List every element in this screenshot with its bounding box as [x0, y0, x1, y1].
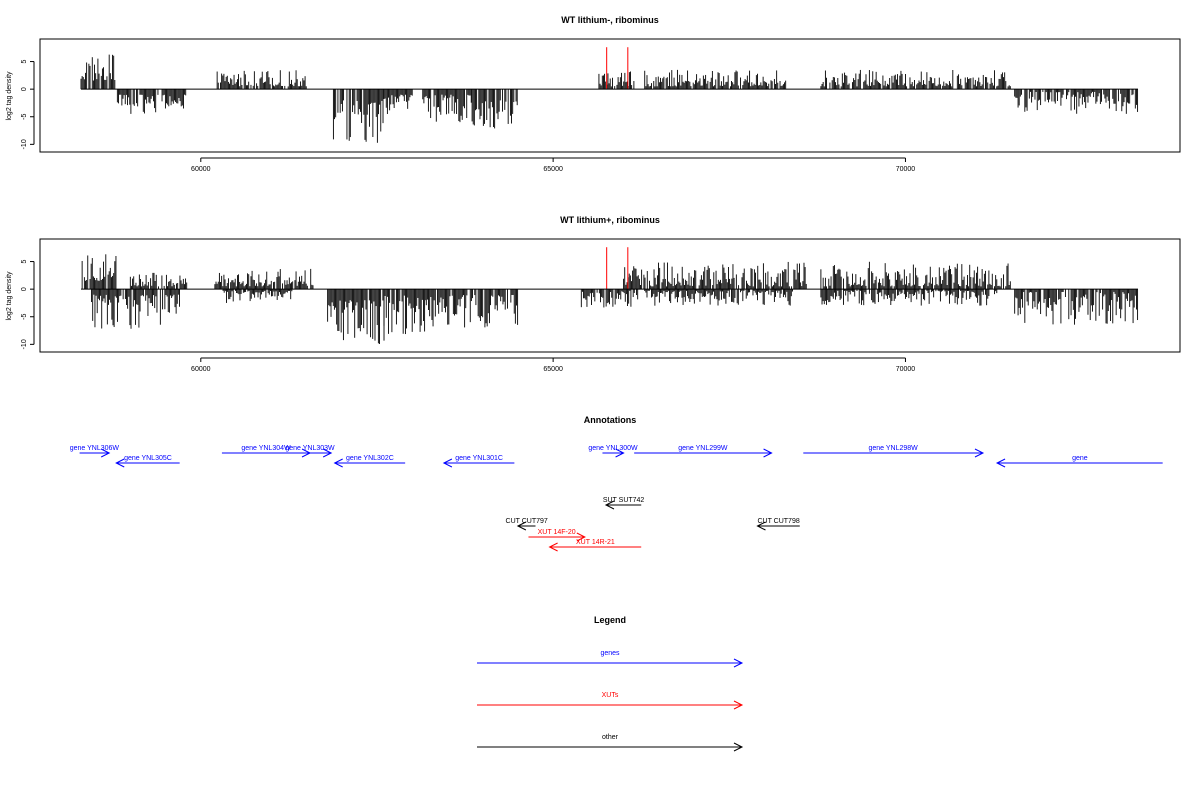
legend-item-other: other	[477, 734, 744, 752]
arrow-right-icon	[100, 448, 111, 458]
arrow-right-icon	[733, 742, 744, 752]
x-tick-label: 70000	[896, 366, 916, 373]
arrow-left-icon	[756, 521, 766, 531]
plot-frame	[39, 238, 1181, 353]
feature-label: gene YNL298W	[868, 445, 918, 452]
feature-label: CUT CUT798	[757, 518, 799, 525]
feature-label: gene YNL304W	[241, 445, 291, 452]
arrow-right-icon	[322, 448, 333, 458]
y-tick-label: 0	[21, 87, 28, 91]
x-tick-label: 60000	[191, 166, 211, 173]
y-axis-label: log2 tag density	[6, 271, 13, 321]
legend-label: XUTs	[602, 692, 619, 699]
arrow-left-icon	[604, 500, 615, 510]
y-axis-label: log2 tag density	[6, 71, 13, 121]
arrow-right-icon	[733, 700, 744, 710]
feature-label: gene YNL303W	[285, 445, 335, 452]
y-tick-label: -5	[21, 314, 28, 320]
annotation-feature: gene YNL305C	[115, 455, 180, 468]
annotation-feature: gene YNL300W	[588, 445, 638, 458]
y-tick-label: 5	[21, 260, 28, 264]
annotation-feature: XUT 14F-20	[528, 529, 586, 542]
x-tick-label: 65000	[543, 366, 563, 373]
y-tick-label: 5	[21, 60, 28, 64]
panel-title: WT lithium+, ribominus	[560, 215, 660, 225]
annotations-title: Annotations	[584, 415, 637, 425]
y-axis: -10 -5 0 5	[21, 260, 35, 349]
x-tick-label: 60000	[191, 366, 211, 373]
legend-label: other	[602, 734, 619, 741]
annotation-feature: gene	[995, 455, 1163, 468]
annotation-feature: gene YNL301C	[442, 455, 515, 468]
arrow-left-icon	[516, 521, 527, 531]
arrow-right-icon	[733, 658, 744, 668]
feature-label: gene YNL301C	[455, 455, 503, 462]
highlight-markers	[606, 47, 629, 90]
y-tick-label: -10	[21, 139, 28, 149]
arrow-right-icon	[974, 448, 985, 458]
feature-label: gene YNL306W	[70, 445, 120, 452]
arrow-right-icon	[576, 532, 586, 542]
y-tick-label: -5	[21, 114, 28, 120]
x-axis: 60000 65000 70000	[191, 357, 916, 373]
panel-lithium-minus: WT lithium-, ribominus log2 tag density …	[6, 15, 1181, 173]
x-tick-label: 70000	[896, 166, 916, 173]
bar-series	[81, 254, 1139, 344]
feature-label: gene YNL299W	[678, 445, 728, 452]
bar-series	[80, 54, 1139, 143]
arrow-right-icon	[763, 448, 773, 458]
highlight-markers	[606, 247, 629, 290]
annotations-track: Annotations gene YNL306W gene YNL305C gene…	[70, 415, 1163, 552]
annotation-feature: gene YNL302C	[333, 455, 406, 468]
feature-label: XUT 14F-20	[538, 529, 576, 536]
x-tick-label: 65000	[543, 166, 563, 173]
feature-label: CUT CUT797	[506, 518, 548, 525]
panel-lithium-plus: WT lithium+, ribominus log2 tag density …	[6, 215, 1181, 373]
legend: Legend genes XUTs other	[477, 615, 744, 752]
arrow-left-icon	[548, 542, 558, 552]
annotation-feature: XUT 14R-21	[548, 539, 642, 552]
arrow-left-icon	[995, 458, 1006, 468]
arrow-left-icon	[442, 458, 453, 468]
y-axis: -10 -5 0 5	[21, 60, 35, 149]
plot-frame	[39, 38, 1181, 153]
annotation-feature: CUT CUT797	[506, 518, 548, 531]
legend-item-genes: genes	[477, 650, 744, 668]
annotation-feature: gene YNL303W	[285, 445, 335, 458]
feature-label: XUT 14R-21	[576, 539, 615, 546]
annotation-feature: gene YNL298W	[803, 445, 985, 458]
annotation-feature: gene YNL299W	[634, 445, 773, 458]
annotation-feature: CUT CUT798	[756, 518, 800, 531]
annotation-feature: SUT SUT742	[603, 497, 645, 510]
arrow-left-icon	[115, 458, 125, 468]
y-tick-label: -10	[21, 339, 28, 349]
panel-title: WT lithium-, ribominus	[561, 15, 659, 25]
legend-label: genes	[600, 650, 620, 657]
arrow-right-icon	[615, 448, 625, 458]
legend-title: Legend	[594, 615, 626, 625]
x-axis: 60000 65000 70000	[191, 157, 916, 173]
arrow-left-icon	[333, 458, 343, 468]
annotation-feature: gene YNL306W	[70, 445, 120, 458]
y-tick-label: 0	[21, 287, 28, 291]
legend-item-xuts: XUTs	[477, 692, 744, 710]
feature-label: gene YNL302C	[346, 455, 394, 462]
feature-label: gene YNL305C	[124, 455, 172, 462]
feature-label: gene	[1072, 455, 1088, 462]
feature-label: gene YNL300W	[588, 445, 638, 452]
feature-label: SUT SUT742	[603, 497, 645, 504]
